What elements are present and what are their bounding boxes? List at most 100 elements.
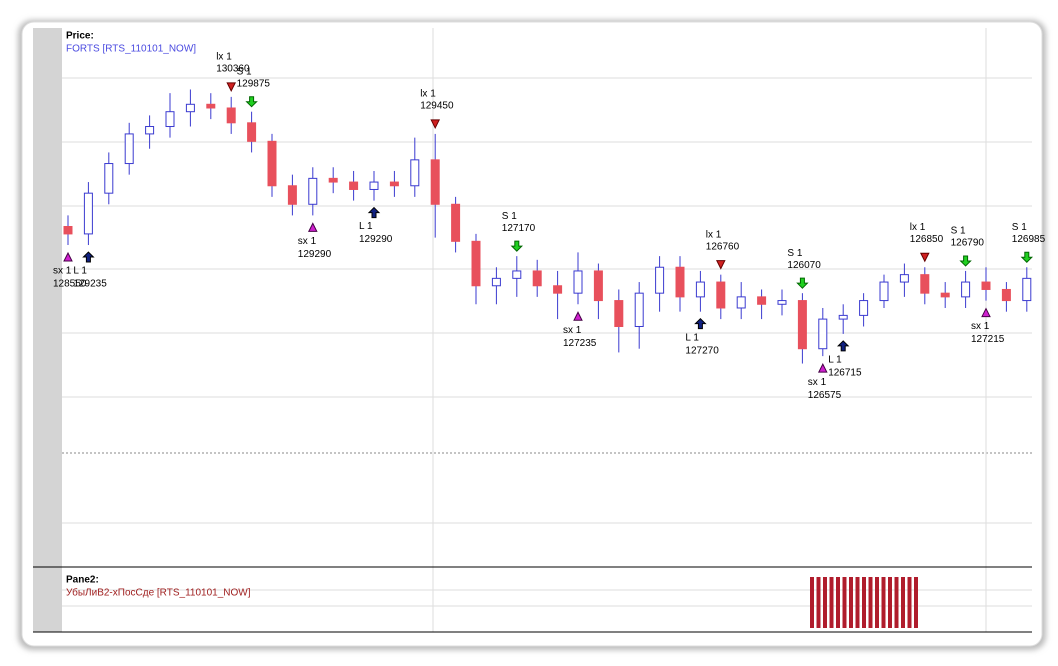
signal-price: 126575 (808, 390, 842, 401)
signal-price: 129450 (420, 101, 454, 112)
bar (868, 577, 873, 628)
signal-price: 129290 (359, 234, 393, 245)
signal-label: L 1 (685, 332, 699, 343)
candle-body (675, 266, 685, 298)
candle-body (349, 181, 359, 190)
signal-price: 130360 (216, 64, 250, 75)
candle-body (512, 270, 522, 279)
signal-price: 126790 (951, 238, 985, 249)
bar (907, 577, 912, 628)
candle-body (940, 292, 950, 298)
signal-price: 126715 (828, 368, 862, 379)
signal-marker (307, 222, 318, 232)
signal-label: lx 1 (910, 222, 926, 233)
signal-label: sx 1 (808, 377, 827, 388)
bar (901, 577, 905, 628)
pane-subtitle: УбыЛиВ2-хПосСде [RTS_110101_NOW] (66, 587, 251, 599)
signal-marker (694, 317, 707, 330)
candle-body (308, 177, 318, 205)
candle-body (104, 163, 114, 194)
signal-price: 126850 (910, 234, 944, 245)
signal-price: 126760 (706, 241, 740, 252)
signal-price: 129235 (73, 279, 107, 290)
candle-body (757, 296, 767, 305)
signal-price: 127170 (502, 223, 536, 234)
candle-body (532, 270, 542, 287)
candle-body (614, 300, 624, 327)
signal-marker (817, 363, 828, 373)
candle-body (206, 103, 216, 109)
signal-marker (796, 277, 809, 289)
signal-label: sx 1 (298, 236, 317, 247)
candle-body (1001, 288, 1011, 302)
candle-body (226, 107, 236, 124)
signal-marker (226, 82, 237, 93)
candle-body (145, 126, 155, 135)
left-strip (33, 28, 62, 632)
signal-label: sx 1 (563, 325, 582, 336)
signal-marker (919, 252, 930, 263)
signal-label: S 1 (237, 66, 252, 77)
bar (823, 577, 827, 628)
bar (810, 577, 814, 628)
candle-body (961, 281, 971, 298)
candle-body (410, 159, 420, 187)
candle-body (981, 281, 991, 290)
candle-body (369, 181, 379, 190)
candle-body (1022, 277, 1032, 302)
signal-marker (959, 255, 972, 267)
signal-label: lx 1 (216, 52, 232, 63)
signal-price: 128550 (53, 279, 87, 290)
signal-marker (430, 119, 441, 130)
signal-label: sx 1 (53, 266, 72, 277)
signal-marker (245, 96, 258, 108)
bar (829, 577, 834, 628)
candle-body (124, 133, 134, 165)
signal-price: 129875 (237, 78, 271, 89)
bar (842, 577, 847, 628)
signal-price: 127235 (563, 338, 597, 349)
signal-marker (1020, 251, 1034, 263)
candle-body (451, 203, 461, 242)
candle-body (491, 277, 501, 287)
candle-body (389, 181, 399, 187)
candle-body (185, 103, 195, 113)
bar (914, 577, 918, 628)
signal-label: L 1 (828, 355, 842, 366)
signal-price: 127270 (685, 345, 719, 356)
signal-label: S 1 (951, 226, 966, 237)
candle-body (165, 111, 175, 128)
candle-body (634, 292, 644, 327)
signal-marker (573, 311, 583, 321)
candle-body (879, 281, 889, 302)
bar (855, 577, 860, 628)
candle-body (328, 177, 338, 183)
candle-body (716, 281, 726, 309)
candle-body (920, 274, 930, 294)
signal-marker (715, 260, 726, 270)
signal-label: lx 1 (420, 89, 436, 100)
candle-body (471, 240, 481, 287)
signal-label: L 1 (73, 266, 87, 277)
bar (875, 577, 879, 628)
signal-label: S 1 (1012, 222, 1027, 233)
signal-price: 126985 (1012, 234, 1046, 245)
signal-label: lx 1 (706, 229, 722, 240)
signal-marker (836, 340, 850, 352)
pane-subtitle: FORTS [RTS_110101_NOW] (66, 44, 196, 55)
candle-body (818, 318, 828, 350)
signal-label: S 1 (502, 211, 517, 222)
signal-marker (82, 251, 95, 263)
signal-marker (63, 251, 73, 262)
candle-body (553, 285, 563, 294)
candle-body (267, 140, 277, 187)
signal-marker (367, 206, 381, 219)
signal-label: sx 1 (971, 321, 990, 332)
signal-price: 127215 (971, 334, 1005, 345)
candle-body (777, 300, 787, 305)
signal-price: 129290 (298, 249, 332, 260)
candle-body (797, 300, 807, 350)
signal-label: L 1 (359, 221, 373, 232)
